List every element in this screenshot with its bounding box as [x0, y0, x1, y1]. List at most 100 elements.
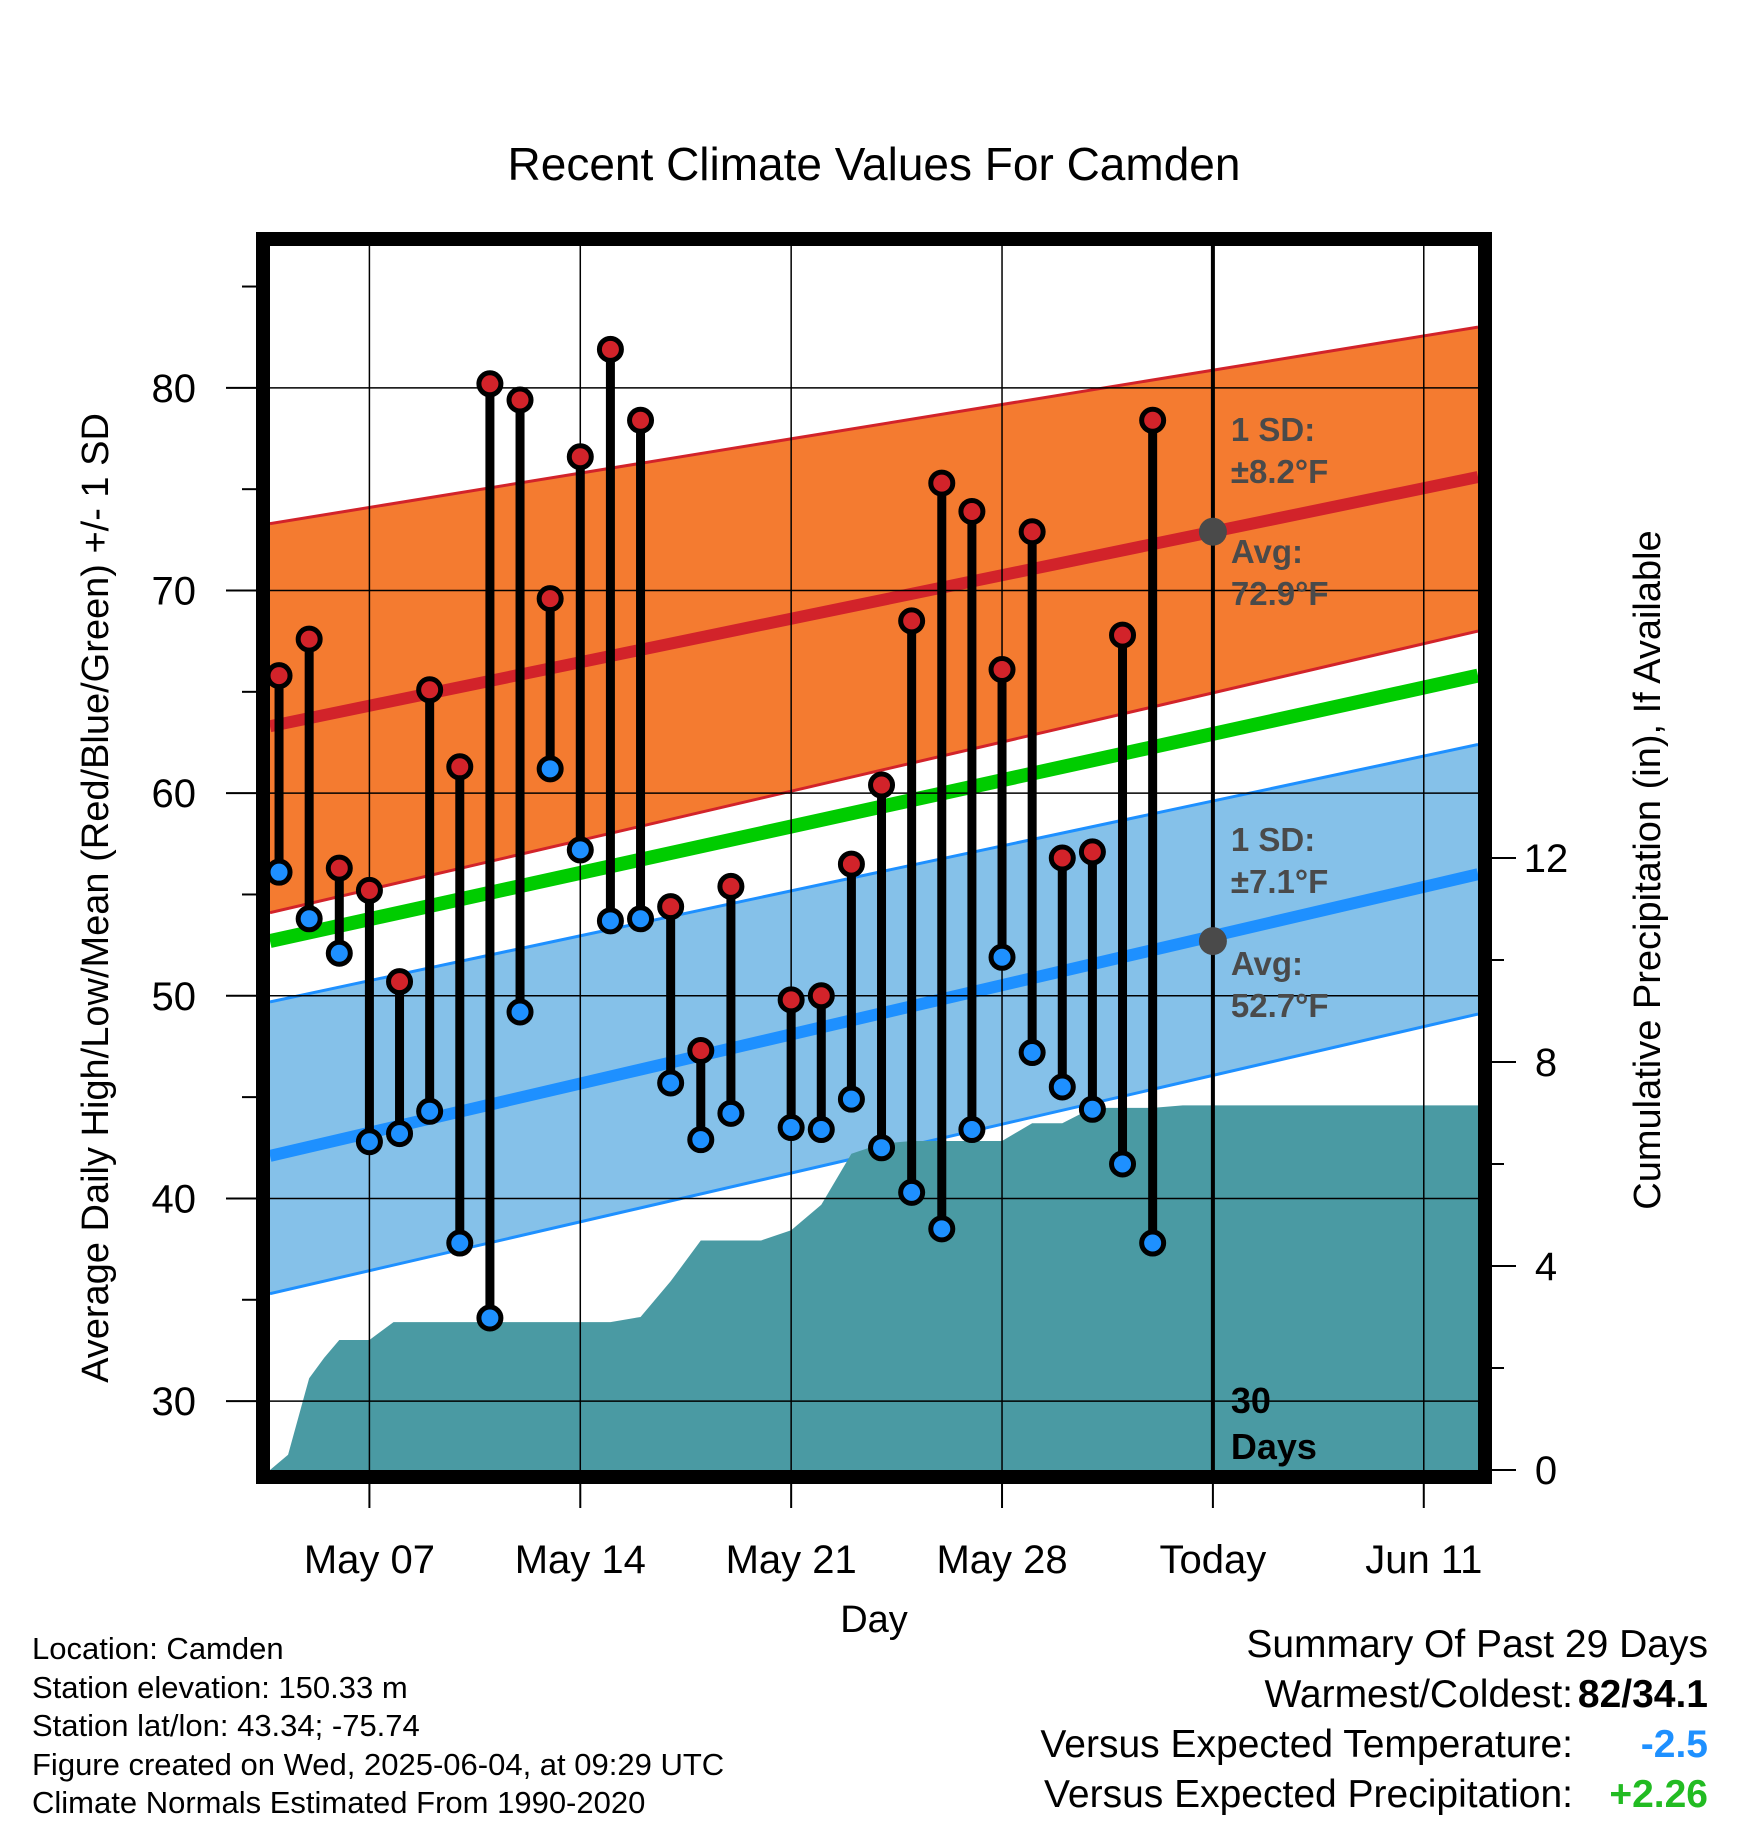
low-marker — [416, 1097, 444, 1125]
high-marker — [506, 386, 534, 414]
low-marker — [807, 1116, 835, 1144]
y2-tick-label: 8 — [1535, 1041, 1557, 1085]
high-marker — [1048, 844, 1076, 872]
low-avg-label: Avg: — [1231, 945, 1303, 982]
precip-value: +2.26 — [1609, 1773, 1708, 1816]
high-marker — [566, 443, 594, 471]
location-text: Location: Camden — [32, 1631, 284, 1666]
summary-panel: Summary Of Past 29 Days Warmest/Coldest:… — [1040, 1620, 1708, 1820]
low-marker — [717, 1099, 745, 1127]
high-marker — [988, 656, 1016, 684]
avg-high-line — [270, 471, 1478, 733]
chart-title: Recent Climate Values For Camden — [508, 138, 1241, 190]
high-marker — [325, 854, 353, 882]
high-marker — [807, 982, 835, 1010]
low-marker — [536, 755, 564, 783]
low-marker — [325, 939, 353, 967]
high-marker — [355, 876, 383, 904]
summary-precip-row: Versus Expected Precipitation: +2.26 — [1040, 1770, 1708, 1820]
low-marker — [1078, 1095, 1106, 1123]
low-sd-value: ±7.1°F — [1231, 863, 1328, 900]
y-tick-label: 50 — [152, 975, 197, 1019]
high-band-lower-edge — [270, 629, 1478, 915]
high-marker — [270, 662, 293, 690]
high-marker — [777, 986, 805, 1014]
y-tick-label: 60 — [152, 772, 197, 816]
x-tick-label: May 28 — [936, 1538, 1067, 1582]
high-marker — [596, 335, 624, 363]
summary-temp-row: Versus Expected Temperature: -2.5 — [1040, 1720, 1708, 1770]
low-marker — [446, 1229, 474, 1257]
low-marker — [270, 858, 293, 886]
precip-area — [270, 1105, 1478, 1470]
x-tick-label: May 21 — [726, 1538, 857, 1582]
high-marker — [295, 625, 323, 653]
period-number: 30 — [1231, 1380, 1271, 1421]
warmest-label: Warmest/Coldest: — [1264, 1673, 1573, 1716]
low-marker — [687, 1126, 715, 1154]
high-marker — [627, 406, 655, 434]
high-marker — [416, 676, 444, 704]
today-low-avg-marker — [1198, 927, 1227, 956]
normals-text: Climate Normals Estimated From 1990-2020 — [32, 1785, 646, 1820]
low-marker — [1109, 1150, 1137, 1178]
low-marker — [777, 1114, 805, 1142]
low-marker — [1048, 1073, 1076, 1101]
y2-tick-label: 4 — [1535, 1245, 1557, 1289]
high-sd-value: ±8.2°F — [1231, 453, 1328, 490]
plot-area: 1 SD: ±8.2°F Avg: 72.9°F 1 SD: ±7.1°F Avg: 52.7… — [152, 232, 1569, 1582]
temp-value: -2.5 — [1640, 1723, 1708, 1766]
high-marker — [476, 370, 504, 398]
summary-warmest-row: Warmest/Coldest: 82/34.1 — [1040, 1670, 1708, 1720]
low-marker — [928, 1215, 956, 1243]
y-tick-label: 30 — [152, 1380, 197, 1424]
precip-label: Versus Expected Precipitation: — [1044, 1773, 1573, 1816]
high-marker — [386, 968, 414, 996]
high-avg-label: Avg: — [1231, 533, 1303, 570]
high-marker — [837, 850, 865, 878]
x-axis-label: Day — [840, 1599, 908, 1641]
elevation-text: Station elevation: 150.33 m — [32, 1669, 408, 1705]
high-marker — [446, 753, 474, 781]
high-marker — [1109, 621, 1137, 649]
low-marker — [355, 1128, 383, 1156]
low-marker — [1139, 1229, 1167, 1257]
low-marker — [837, 1085, 865, 1113]
latlon-text: Station lat/lon: 43.34; -75.74 — [32, 1708, 420, 1743]
y-axis-label: Average Daily High/Low/Mean (Red/Blue/Gr… — [75, 413, 117, 1383]
high-marker — [928, 469, 956, 497]
low-marker — [566, 836, 594, 864]
high-marker — [958, 497, 986, 525]
low-marker — [958, 1116, 986, 1144]
avg-low-line — [270, 868, 1478, 1162]
high-sd-band — [270, 327, 1478, 913]
y-tick-label: 70 — [152, 570, 197, 614]
warmest-value: 82/34.1 — [1577, 1673, 1708, 1716]
y-tick-label: 80 — [152, 367, 197, 411]
y2-tick-label: 0 — [1535, 1449, 1557, 1493]
low-marker — [1018, 1039, 1046, 1067]
today-high-avg-marker — [1198, 517, 1227, 546]
low-marker — [506, 998, 534, 1026]
avg-mean-line — [270, 668, 1478, 948]
low-marker — [295, 905, 323, 933]
high-marker — [1018, 518, 1046, 546]
y-tick-label: 40 — [152, 1177, 197, 1221]
summary-title: Summary Of Past 29 Days — [1246, 1623, 1708, 1666]
x-tick-label: May 07 — [304, 1538, 435, 1582]
low-marker — [596, 907, 624, 935]
plot-frame — [256, 232, 1492, 1484]
low-avg-value: 52.7°F — [1231, 987, 1329, 1024]
high-marker — [1078, 838, 1106, 866]
temp-label: Versus Expected Temperature: — [1040, 1723, 1573, 1766]
low-band-upper-edge — [270, 743, 1478, 1004]
y2-axis-label: Cumulative Precipitation (in), If Availa… — [1627, 530, 1669, 1209]
y2-tick-label: 12 — [1524, 837, 1569, 881]
x-tick-label: Today — [1160, 1538, 1267, 1582]
station-info: Location: Camden Station elevation: 150.… — [32, 1630, 724, 1823]
high-band-upper-edge — [270, 325, 1478, 526]
low-marker — [988, 943, 1016, 971]
low-sd-label: 1 SD: — [1231, 821, 1315, 858]
high-marker — [536, 585, 564, 613]
high-marker — [868, 771, 896, 799]
